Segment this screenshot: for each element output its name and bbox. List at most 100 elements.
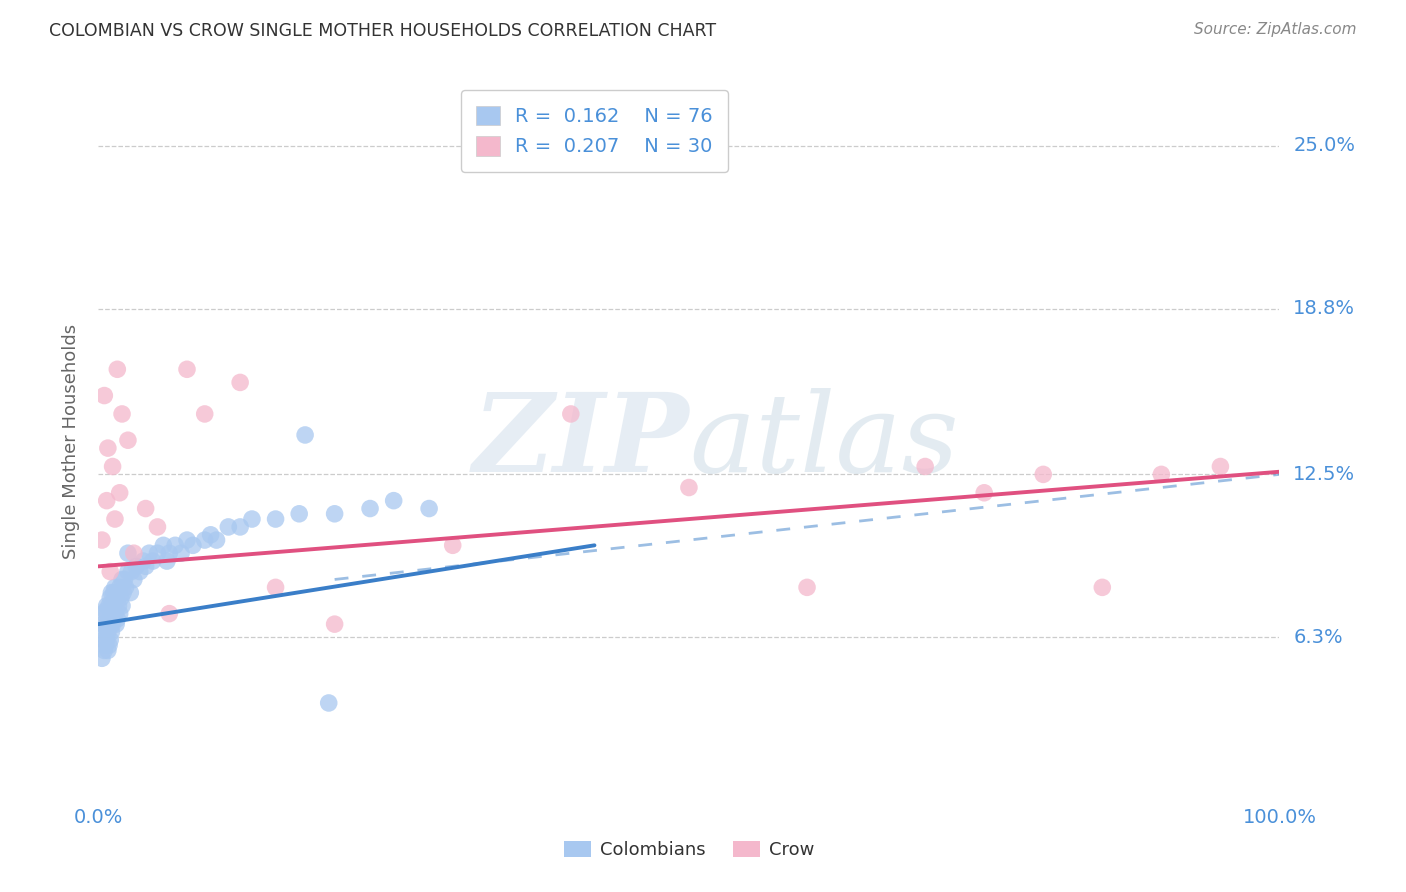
Point bbox=[142, 554, 165, 568]
Point bbox=[91, 533, 114, 547]
Point bbox=[108, 607, 131, 621]
Point bbox=[157, 607, 180, 621]
Point bbox=[205, 533, 228, 547]
Y-axis label: Single Mother Households: Single Mother Households bbox=[62, 324, 80, 559]
Point bbox=[97, 607, 120, 621]
Point bbox=[914, 459, 936, 474]
Point bbox=[93, 607, 115, 621]
Point bbox=[107, 599, 129, 613]
Point bbox=[100, 625, 122, 640]
Point bbox=[111, 573, 134, 587]
Point bbox=[93, 388, 115, 402]
Point bbox=[418, 501, 440, 516]
Text: 12.5%: 12.5% bbox=[1294, 465, 1355, 483]
Point bbox=[117, 434, 139, 448]
Point bbox=[156, 554, 179, 568]
Point bbox=[97, 643, 120, 657]
Point bbox=[229, 376, 252, 390]
Point bbox=[98, 565, 121, 579]
Point bbox=[138, 546, 160, 560]
Point bbox=[318, 696, 340, 710]
Point bbox=[359, 501, 381, 516]
Point bbox=[112, 585, 135, 599]
Point bbox=[96, 617, 118, 632]
Point bbox=[382, 493, 405, 508]
Point bbox=[135, 559, 157, 574]
Legend: Colombians, Crow: Colombians, Crow bbox=[557, 833, 821, 866]
Point bbox=[240, 512, 263, 526]
Point bbox=[104, 580, 127, 594]
Text: atlas: atlas bbox=[689, 388, 959, 495]
Point bbox=[91, 651, 114, 665]
Point bbox=[181, 538, 204, 552]
Point bbox=[101, 599, 124, 613]
Text: ZIP: ZIP bbox=[472, 388, 689, 495]
Point bbox=[111, 407, 134, 421]
Point bbox=[105, 617, 128, 632]
Point bbox=[93, 625, 115, 640]
Point bbox=[110, 591, 132, 605]
Point bbox=[323, 507, 346, 521]
Text: 6.3%: 6.3% bbox=[1294, 628, 1343, 647]
Point bbox=[200, 528, 222, 542]
Point bbox=[122, 546, 145, 560]
Point bbox=[1032, 467, 1054, 482]
Point bbox=[132, 554, 155, 568]
Point bbox=[165, 538, 187, 552]
Point bbox=[101, 459, 124, 474]
Text: COLOMBIAN VS CROW SINGLE MOTHER HOUSEHOLDS CORRELATION CHART: COLOMBIAN VS CROW SINGLE MOTHER HOUSEHOL… bbox=[49, 22, 716, 40]
Point bbox=[170, 546, 193, 560]
Point bbox=[128, 565, 150, 579]
Point bbox=[103, 612, 125, 626]
Point bbox=[135, 501, 157, 516]
Point bbox=[125, 559, 148, 574]
Point bbox=[94, 638, 117, 652]
Point bbox=[96, 632, 118, 647]
Point bbox=[105, 612, 128, 626]
Point bbox=[98, 638, 121, 652]
Point bbox=[176, 362, 198, 376]
Point bbox=[264, 580, 287, 594]
Point bbox=[105, 362, 128, 376]
Point bbox=[104, 607, 127, 621]
Point bbox=[117, 546, 139, 560]
Point bbox=[101, 617, 124, 632]
Point bbox=[176, 533, 198, 547]
Point bbox=[796, 580, 818, 594]
Point bbox=[1150, 467, 1173, 482]
Point bbox=[104, 512, 127, 526]
Text: Source: ZipAtlas.com: Source: ZipAtlas.com bbox=[1194, 22, 1357, 37]
Point bbox=[98, 612, 121, 626]
Point bbox=[111, 599, 134, 613]
Point bbox=[121, 565, 143, 579]
Point bbox=[217, 520, 239, 534]
Point bbox=[146, 520, 169, 534]
Point bbox=[97, 441, 120, 455]
Point bbox=[96, 599, 118, 613]
Point bbox=[152, 538, 174, 552]
Point bbox=[98, 617, 121, 632]
Point bbox=[98, 599, 121, 613]
Point bbox=[120, 585, 142, 599]
Point bbox=[122, 573, 145, 587]
Point bbox=[264, 512, 287, 526]
Point bbox=[108, 580, 131, 594]
Point bbox=[105, 585, 128, 599]
Point bbox=[146, 546, 169, 560]
Point bbox=[112, 573, 135, 587]
Point bbox=[441, 538, 464, 552]
Point bbox=[294, 428, 316, 442]
Point bbox=[94, 620, 117, 634]
Text: 18.8%: 18.8% bbox=[1294, 300, 1355, 318]
Point bbox=[98, 632, 121, 647]
Point bbox=[93, 643, 115, 657]
Text: 25.0%: 25.0% bbox=[1294, 136, 1355, 155]
Point bbox=[229, 520, 252, 534]
Point bbox=[97, 625, 120, 640]
Point bbox=[157, 546, 180, 560]
Point bbox=[323, 617, 346, 632]
Point bbox=[91, 632, 114, 647]
Point bbox=[105, 591, 128, 605]
Point bbox=[100, 607, 122, 621]
Point bbox=[100, 585, 122, 599]
